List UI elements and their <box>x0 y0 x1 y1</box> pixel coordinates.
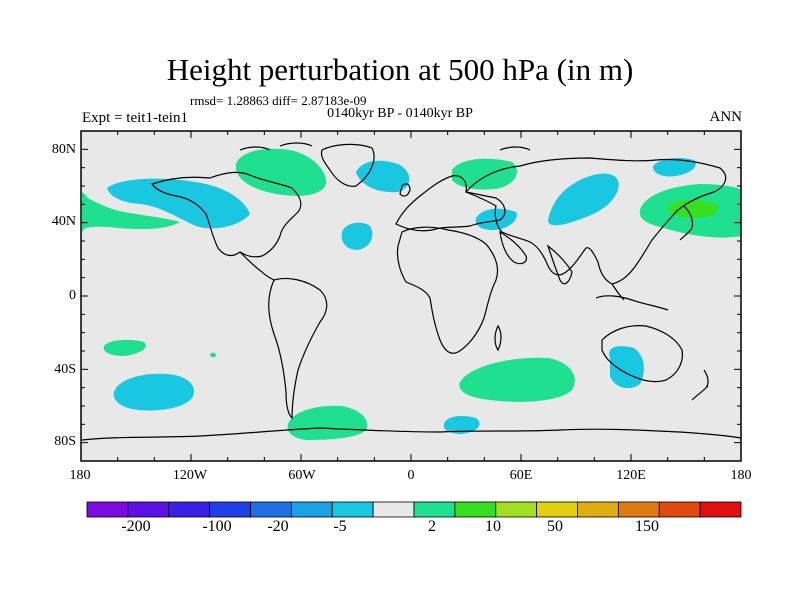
lat-label-80s: 80S <box>54 434 76 449</box>
neg-region-northeast-asia <box>652 158 696 177</box>
coast-north-america <box>151 171 302 258</box>
coast-arabia <box>499 230 527 265</box>
cb-label-2: -100 <box>202 518 232 535</box>
cb-label-6: 10 <box>485 518 501 535</box>
colorbar-swatch <box>250 501 292 518</box>
colorbar-swatch <box>372 501 415 518</box>
pos-region-northern-europe <box>452 158 517 190</box>
lon-label-60e: 60E <box>509 468 533 483</box>
coast-indonesia <box>595 283 669 311</box>
colorbar-swatch <box>617 501 660 518</box>
cb-label-3: -20 <box>267 518 289 535</box>
coast-madagascar <box>494 324 502 352</box>
coast-uk <box>399 183 411 197</box>
coast-new-zealand <box>691 369 709 401</box>
coast-india <box>546 244 573 285</box>
lon-label-0: 0 <box>407 468 415 483</box>
colorbar-swatch <box>413 501 456 518</box>
colorbar <box>86 501 742 518</box>
colorbar-swatch <box>290 501 333 518</box>
cb-label-7: 50 <box>547 518 563 535</box>
negative-anomaly-regions <box>107 158 696 434</box>
pos-region-canada <box>235 148 327 196</box>
colorbar-swatch <box>536 501 578 518</box>
pos-region-indian-ocean <box>459 357 575 402</box>
cb-label-8: 150 <box>635 518 659 535</box>
plot-subtitle: 0140kyr BP - 0140kyr BP <box>327 106 473 121</box>
lon-label-180e: 180 <box>730 468 752 483</box>
neg-region-central-asia <box>548 173 619 226</box>
neg-region-mid-atlantic <box>341 222 373 250</box>
coast-greenland <box>320 143 375 187</box>
colorbar-swatch <box>658 501 701 518</box>
colorbar-swatch <box>209 501 251 518</box>
cb-label-4: -5 <box>333 518 347 535</box>
coast-japan <box>679 205 694 241</box>
season-label: ANN <box>709 109 743 125</box>
lat-label-40s: 40S <box>54 362 76 377</box>
pos-region-south-atlantic <box>287 405 367 440</box>
strong-positive-core <box>667 199 718 218</box>
colorbar-swatch <box>86 501 129 518</box>
neg-region-southern-ocean-africa <box>443 416 480 434</box>
axis-ticks <box>80 130 742 462</box>
lon-label-120e: 120E <box>616 468 646 483</box>
colorbar-swatch <box>699 501 742 518</box>
coast-europe <box>395 175 506 232</box>
pos-region-tiny <box>210 352 216 358</box>
pos-region-south-pacific-small <box>103 339 146 356</box>
lat-label-eq: 0 <box>69 288 76 303</box>
lon-label-180w: 180 <box>69 468 91 483</box>
colorbar-swatch <box>168 501 211 518</box>
colorbar-swatch <box>577 501 619 518</box>
lat-label-40n: 40N <box>51 214 76 229</box>
colorbar-swatch <box>127 501 170 518</box>
pos-region-east-pacific <box>82 195 180 230</box>
coast-australia <box>601 325 683 383</box>
lat-label-80n: 80N <box>51 142 76 157</box>
neg-region-north-atlantic <box>356 160 410 193</box>
positive-anomaly-regions <box>82 148 741 440</box>
colorbar-swatch <box>331 501 374 518</box>
neg-region-north-pacific <box>107 178 250 229</box>
lon-label-120w: 120W <box>172 468 208 483</box>
experiment-label: Expt = teit1-tein1 <box>82 110 188 126</box>
coast-asia <box>464 157 727 285</box>
coastlines <box>81 142 742 441</box>
neg-region-south-pacific <box>113 373 194 411</box>
coast-central-america <box>239 251 275 281</box>
coast-south-america <box>268 277 328 420</box>
coast-africa <box>396 226 499 354</box>
colorbar-swatch <box>454 501 497 518</box>
coast-antarctica <box>81 427 742 441</box>
pos-region-west-edge <box>82 192 96 232</box>
stats-text: rmsd= 1.28863 diff= 2.87183e-09 <box>190 93 367 108</box>
plot-title: Height perturbation at 500 hPa (in m) <box>166 52 634 87</box>
neg-region-australia-south <box>609 346 644 389</box>
coast-arctic-islands <box>239 142 531 151</box>
lon-label-60w: 60W <box>288 468 316 483</box>
cb-label-1: -200 <box>121 518 151 535</box>
cb-label-5: 2 <box>428 518 436 535</box>
colorbar-swatch <box>495 501 538 518</box>
